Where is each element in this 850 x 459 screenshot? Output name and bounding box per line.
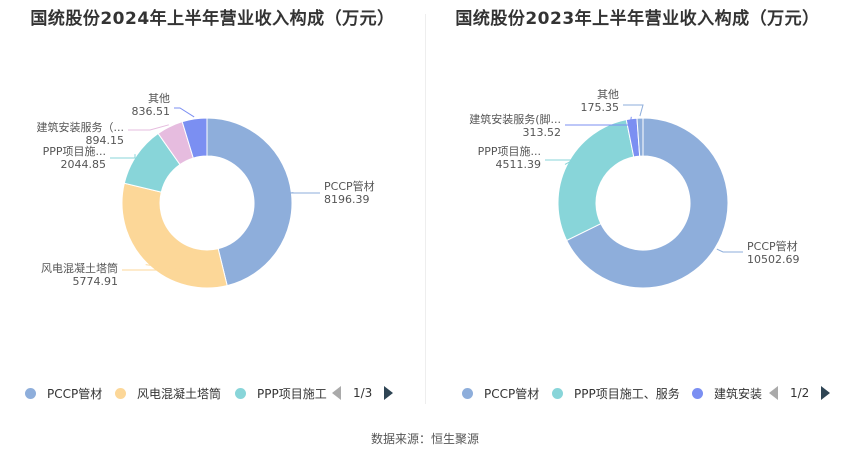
legend-dot	[462, 387, 473, 399]
leader-line	[128, 124, 169, 131]
leader-line	[110, 154, 136, 159]
legend-dot	[692, 387, 703, 399]
leader-line	[174, 107, 195, 118]
legend-item-construction[interactable]: 建筑安装	[692, 383, 762, 403]
page-indicator: 1/3	[353, 386, 373, 400]
legend-label: 风电混凝土塔筒	[137, 386, 222, 401]
legend-label: 建筑安装	[714, 386, 762, 401]
legend-dot	[25, 387, 36, 399]
donut-slice[interactable]	[121, 182, 228, 289]
slice-value-label: 2044.85	[61, 158, 107, 171]
legend-item-pccp[interactable]: PCCP管材	[25, 383, 102, 403]
chart-panel-2024: 国统股份2024年上半年营业收入构成（万元） PCCP管材 8196.39 风电混凝…	[0, 0, 425, 410]
legend-label: PPP项目施工、服务	[574, 386, 680, 401]
legend-dot	[235, 387, 246, 399]
slice-value-label: 4511.39	[496, 158, 542, 171]
legend-dot	[552, 387, 563, 399]
prev-page-icon[interactable]	[769, 386, 778, 400]
leader-line	[716, 248, 743, 253]
legend-dot	[115, 387, 126, 399]
panel-divider	[425, 14, 426, 404]
next-page-icon[interactable]	[384, 386, 394, 400]
legend-item-ppp[interactable]: PPP项目施工、服务	[552, 383, 680, 403]
chart-title-2024: 国统股份2024年上半年营业收入构成（万元）	[30, 9, 395, 29]
donut-slice[interactable]	[566, 117, 729, 289]
slice-label: 建筑安装服务(脚...	[469, 112, 561, 126]
slice-label: 其他	[597, 88, 619, 101]
slice-value-label: 894.15	[86, 134, 125, 147]
leader-line	[122, 264, 191, 271]
slice-label: PCCP管材	[324, 179, 375, 193]
slice-label: 风电混凝土塔筒	[41, 261, 118, 275]
legend-label: PCCP管材	[484, 386, 540, 401]
legend-label: PPP项目施工	[257, 386, 327, 401]
legend-2024: PCCP管材 风电混凝土塔筒 PPP项目施工 1/3	[0, 383, 425, 405]
leader-line	[623, 104, 644, 117]
page-indicator: 1/2	[790, 386, 810, 400]
legend-label: PCCP管材	[47, 386, 103, 401]
legend-pager-2024: 1/3	[332, 383, 394, 403]
slice-label: PPP项目施...	[43, 145, 106, 158]
leader-line	[545, 159, 575, 165]
donut-slice[interactable]	[636, 117, 644, 157]
slice-value-label: 8196.39	[324, 193, 370, 206]
slice-value-label: 5774.91	[73, 275, 119, 288]
leader-line	[565, 116, 632, 126]
slice-label: 其他	[148, 92, 170, 105]
chart-panel-2023: 国统股份2023年上半年营业收入构成（万元） PCCP管材 10502.69 PPP…	[425, 0, 850, 410]
slice-label: PCCP管材	[747, 239, 798, 253]
legend-item-wind-tower[interactable]: 风电混凝土塔筒	[115, 383, 221, 403]
next-page-icon[interactable]	[821, 386, 831, 400]
legend-pager-2023: 1/2	[769, 383, 831, 403]
legend-2023: PCCP管材 PPP项目施工、服务 建筑安装 1/2	[425, 383, 850, 405]
donut-slice[interactable]	[557, 119, 635, 242]
donut-slice[interactable]	[181, 117, 208, 159]
slice-label: 建筑安装服务（...	[37, 120, 125, 134]
legend-item-pccp[interactable]: PCCP管材	[462, 383, 539, 403]
slice-value-label: 10502.69	[747, 253, 800, 266]
slice-label: PPP项目施...	[478, 145, 541, 158]
slice-value-label: 175.35	[581, 101, 620, 114]
prev-page-icon[interactable]	[332, 386, 341, 400]
legend-item-ppp[interactable]: PPP项目施工	[235, 383, 327, 403]
slice-value-label: 313.52	[523, 126, 562, 139]
slice-value-label: 836.51	[132, 105, 171, 118]
chart-title-2023: 国统股份2023年上半年营业收入构成（万元）	[455, 9, 820, 29]
data-source: 数据来源：恒生聚源	[370, 432, 479, 446]
donut-slice[interactable]	[206, 117, 293, 287]
